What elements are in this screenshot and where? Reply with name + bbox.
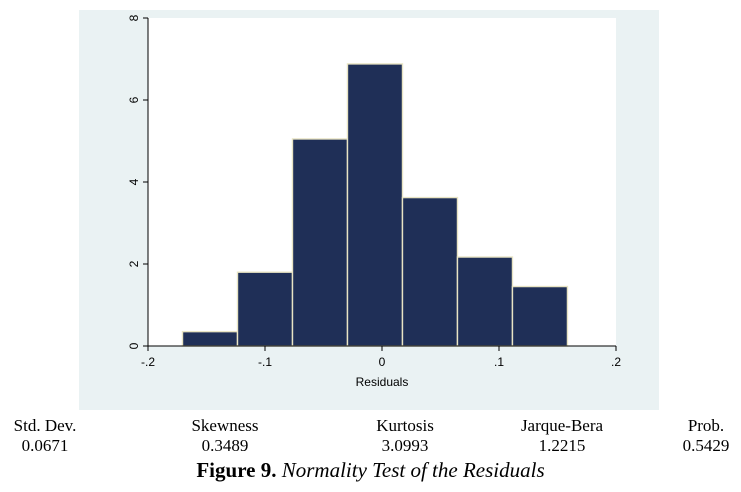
stat-label: Jarque-Bera <box>520 416 604 435</box>
stat-prob: Prob. 0.5429 <box>671 416 741 456</box>
histogram-bar-4 <box>401 196 459 347</box>
y-tick-label-4: 8 <box>127 14 141 21</box>
histogram-bar-3 <box>346 63 404 347</box>
figure-caption: Figure 9. Normality Test of the Residual… <box>0 458 741 483</box>
histogram-bar-2 <box>291 138 349 347</box>
x-tick-label-2: 0 <box>379 355 386 369</box>
caption-text: Normality Test of the Residuals <box>281 458 545 482</box>
stat-value: 3.0993 <box>381 436 429 455</box>
x-tick-label-4: .2 <box>611 355 621 369</box>
histogram-bar-5 <box>456 256 514 347</box>
histogram-chart: -.2 -.1 0 .1 .2 0 2 4 6 8 Residuals <box>127 14 621 389</box>
stat-jarque-bera: Jarque-Bera 1.2215 <box>507 416 617 456</box>
x-tick-label-0: -.2 <box>141 355 155 369</box>
stat-label: Skewness <box>191 416 259 435</box>
stat-label: Kurtosis <box>376 416 434 435</box>
y-tick-label-1: 2 <box>127 260 141 267</box>
y-tick-label-0: 0 <box>127 342 141 349</box>
stat-value: 0.5429 <box>682 436 730 455</box>
histogram-bar-0 <box>181 330 239 347</box>
histogram-bar-6 <box>511 285 569 347</box>
stat-value: 1.2215 <box>538 436 586 455</box>
stat-value: 0.0671 <box>21 436 69 455</box>
x-axis-title: Residuals <box>356 375 409 389</box>
caption-label: Figure 9. <box>196 458 277 482</box>
y-tick-label-2: 4 <box>127 178 141 185</box>
x-tick-label-1: -.1 <box>258 355 272 369</box>
stat-kurtosis: Kurtosis 3.0993 <box>360 416 450 456</box>
y-tick-label-3: 6 <box>127 96 141 103</box>
stat-skewness: Skewness 0.3489 <box>180 416 270 456</box>
stat-value: 0.3489 <box>201 436 249 455</box>
x-tick-label-3: .1 <box>494 355 504 369</box>
stat-label: Prob. <box>687 416 725 435</box>
stat-std-dev: Std. Dev. 0.0671 <box>0 416 90 456</box>
chart-panel: -.2 -.1 0 .1 .2 0 2 4 6 8 Residuals <box>79 10 659 410</box>
stat-label: Std. Dev. <box>13 416 77 435</box>
histogram-bar-1 <box>236 271 294 347</box>
